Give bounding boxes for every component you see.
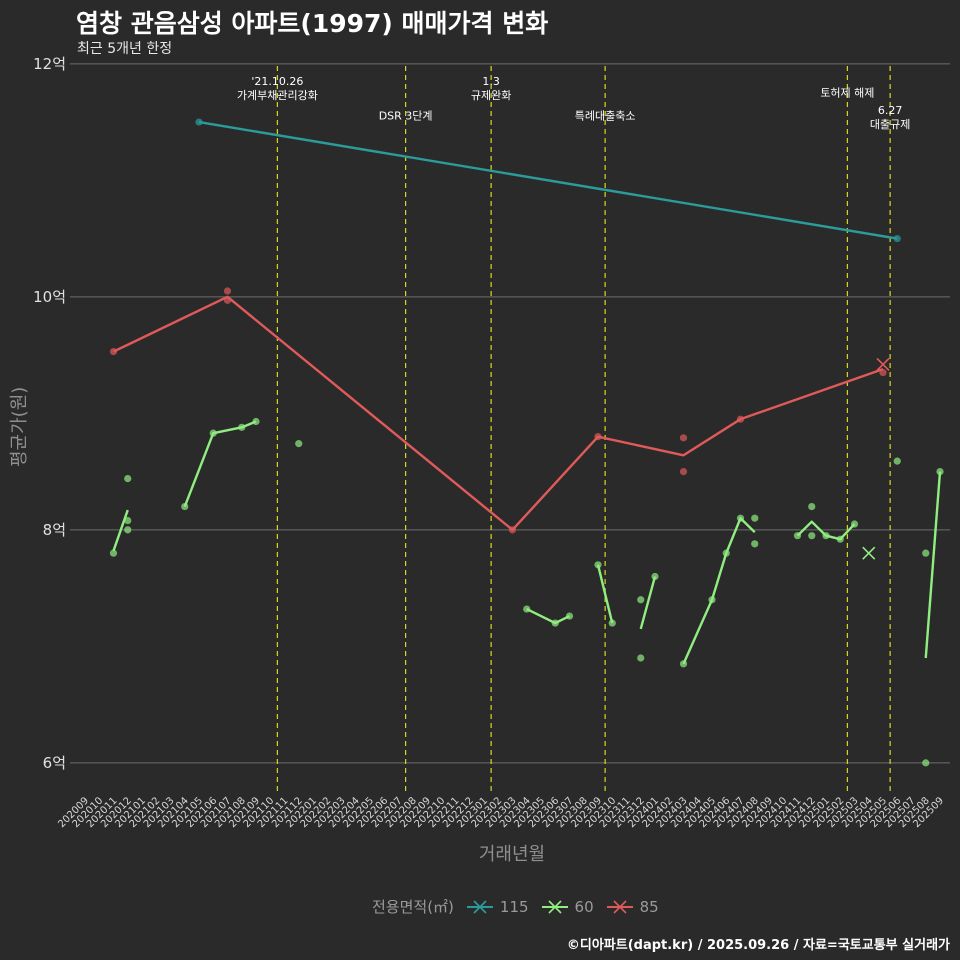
event-label: '21.10.26 xyxy=(251,75,303,88)
legend-item-115: 115 xyxy=(466,898,529,916)
y-tick-label: 12억 xyxy=(33,55,66,73)
series-85-point xyxy=(223,296,232,304)
series-60-point xyxy=(722,549,730,557)
event-label: 대출규제 xyxy=(870,118,910,131)
series-60-point xyxy=(751,540,759,548)
series-60-point xyxy=(637,596,645,604)
series-60-point xyxy=(850,520,859,528)
series-85-point xyxy=(879,368,887,377)
series-60-point xyxy=(708,596,716,604)
event-label: 특례대출축소 xyxy=(575,110,636,123)
series-60-point xyxy=(523,605,531,613)
y-tick-label: 8억 xyxy=(43,521,66,539)
series-60-point xyxy=(252,417,260,426)
series-60-point xyxy=(124,474,132,483)
legend-85-icon xyxy=(606,899,633,914)
series-85-point xyxy=(508,526,517,534)
series-60-point xyxy=(565,612,574,620)
series-60-point xyxy=(608,619,616,627)
y-axis-label: 평균가(원) xyxy=(9,386,30,467)
series-60-point xyxy=(836,535,844,543)
series-85-line xyxy=(112,295,884,532)
legend-115-icon xyxy=(466,899,493,914)
series-60-point xyxy=(651,572,659,581)
series-60-point xyxy=(808,502,816,511)
legend-60-icon xyxy=(541,899,568,914)
legend-item-60: 60 xyxy=(541,898,594,916)
event-label: 토허제 해제 xyxy=(820,85,874,99)
legend-item-85: 85 xyxy=(606,898,659,916)
gridlines xyxy=(70,63,950,764)
series-85-point xyxy=(594,433,602,441)
event-label: 규제완화 xyxy=(471,89,511,102)
series-60-point xyxy=(209,429,217,437)
legend-label-85: 85 xyxy=(639,897,659,916)
series-85-point xyxy=(679,468,688,476)
series-85-cross-marker xyxy=(876,357,890,371)
source-caption: ©디아파트(dapt.kr) / 2025.09.26 / 자료=국토교통부 실… xyxy=(566,938,950,953)
series-60-point xyxy=(822,532,830,540)
event-label: 1.3 xyxy=(482,75,500,88)
chart-title: 염창 관음삼성 아파트(1997) 매매가격 변화 xyxy=(76,9,549,38)
y-tick-label: 6억 xyxy=(43,754,66,772)
series-115-point xyxy=(195,118,203,126)
series-115 xyxy=(195,118,901,243)
series-60-line xyxy=(183,420,257,507)
legend-title: 전용면적(㎡) xyxy=(372,898,454,916)
series-60-point xyxy=(922,759,930,767)
series-60-cross-marker xyxy=(862,546,876,560)
series-85-point xyxy=(679,434,688,442)
series-60-point xyxy=(295,440,303,448)
legend-label-60: 60 xyxy=(574,897,594,916)
series-60-point xyxy=(793,532,802,540)
series-85-point xyxy=(736,415,745,423)
event-label: DSR 3단계 xyxy=(379,110,433,123)
series-85 xyxy=(109,287,890,534)
series-60-point xyxy=(109,549,118,557)
series-60-point xyxy=(124,516,132,525)
series-60-point xyxy=(922,549,930,557)
series-60-point xyxy=(936,468,944,476)
series-60-point xyxy=(679,660,688,668)
event-label: 가계부채관리강화 xyxy=(237,89,318,102)
series-60-point xyxy=(637,654,645,662)
series xyxy=(109,118,944,767)
series-60-point xyxy=(751,514,759,522)
chart-subtitle: 최근 5개년 한정 xyxy=(77,41,173,57)
x-axis: 2020092020102020112020122021012021022021… xyxy=(56,795,946,830)
series-60-point xyxy=(893,457,901,465)
series-60-point xyxy=(124,526,132,534)
series-115-line xyxy=(198,120,898,240)
series-60-line xyxy=(526,608,571,625)
legend: 전용면적(㎡) 115 60 85 xyxy=(372,896,659,917)
event-label: 6.27 xyxy=(878,104,903,117)
series-85-point xyxy=(109,348,118,356)
series-60-line xyxy=(112,509,129,552)
y-tick-label: 10억 xyxy=(33,288,66,306)
series-60-point xyxy=(238,423,246,431)
series-60 xyxy=(109,417,944,767)
legend-label-115: 115 xyxy=(499,897,529,916)
series-60-point xyxy=(736,514,745,522)
series-60-line xyxy=(682,517,756,665)
y-axis: 6억 8억 10억 12억 xyxy=(33,55,66,772)
series-60-line xyxy=(596,564,614,624)
series-60-point xyxy=(551,619,559,627)
x-axis-label: 거래년월 xyxy=(478,844,546,865)
series-60-line xyxy=(924,471,942,659)
series-115-point xyxy=(893,234,901,243)
series-60-point xyxy=(181,502,189,511)
series-60-point xyxy=(808,532,816,540)
series-85-point xyxy=(223,287,232,295)
series-60-point xyxy=(594,561,602,569)
series-60-line xyxy=(639,576,657,630)
